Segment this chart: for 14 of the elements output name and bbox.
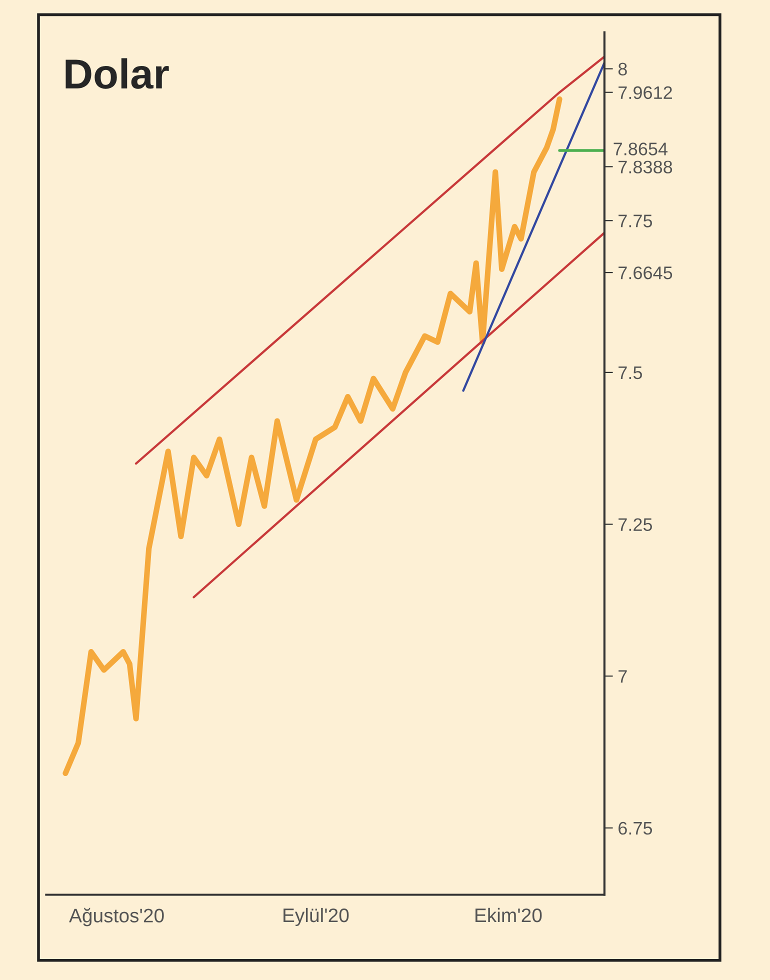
x-tick-label: Ağustos'20: [69, 908, 164, 926]
y-tick-label: 8: [618, 62, 627, 76]
x-tick-label: Eylül'20: [284, 908, 349, 926]
y-tick-label: 7.8388: [618, 160, 672, 174]
y-tick-label: 7.9612: [618, 86, 672, 100]
y-tick-label: 7.25: [618, 518, 652, 531]
y-tick-label: 7.75: [618, 214, 652, 228]
y-tick-label: 7: [618, 670, 627, 683]
y-tick-label: 7.6645: [618, 266, 672, 280]
ref-line-label: 7.8654: [614, 142, 668, 156]
x-tick-label: Ekim'20: [476, 908, 542, 922]
chart-title: Dolar: [66, 58, 169, 89]
y-tick-label: 7.5: [618, 366, 642, 380]
y-tick-label: 6.75: [618, 822, 652, 835]
